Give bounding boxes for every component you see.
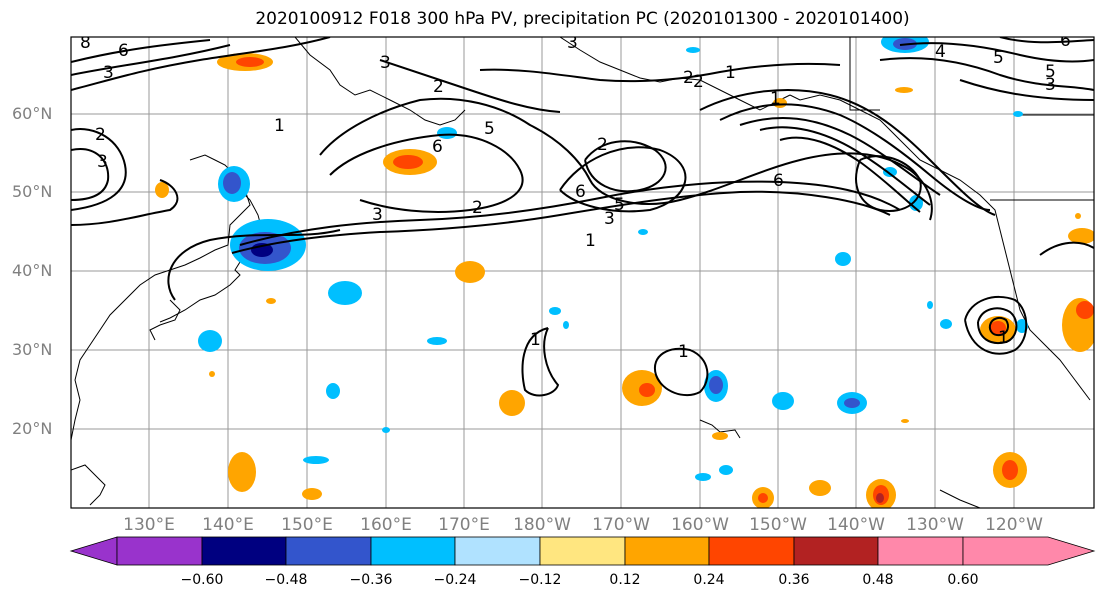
positive-anomalies	[155, 53, 1094, 508]
pv-contours	[71, 37, 1094, 397]
colorbar-segment	[793, 536, 879, 566]
contour-label: 2	[433, 77, 444, 97]
contour-label: 6	[432, 137, 443, 157]
lat-label: 30°N	[12, 340, 53, 359]
contour-label: 5	[1045, 62, 1056, 82]
lon-label: 140°W	[827, 515, 885, 535]
contour-label: 6	[575, 182, 586, 202]
negative-anomalies	[198, 37, 1028, 481]
lon-label: 180°W	[513, 515, 571, 535]
lon-label: 160°W	[671, 515, 729, 535]
contour-label: 3	[604, 209, 615, 229]
contour-label: 1	[770, 89, 781, 109]
contour-label: 3	[567, 33, 578, 53]
colorbar-tick-label: 0.36	[778, 572, 810, 588]
colorbar-tick-label: 0.60	[947, 572, 979, 588]
lat-label: 60°N	[12, 104, 53, 123]
contour-labels: 8 6 3 2 3 2 1 3 2 6 5 3 2 3 1 2 6 5 3 1 …	[80, 31, 1071, 362]
contour-label: 3	[380, 53, 391, 73]
contour-label: 2	[472, 198, 483, 218]
contour-label: 3	[372, 205, 383, 225]
contour-label: 6	[773, 171, 784, 191]
colorbar-segment	[877, 536, 964, 566]
contour-label: 5	[993, 48, 1004, 68]
lat-label: 40°N	[12, 261, 53, 280]
colorbar-tick-label: 0.12	[609, 572, 641, 588]
contour-label: 3	[103, 63, 114, 83]
colorbar-tick-label: −0.36	[349, 572, 393, 588]
colorbar	[69, 536, 1096, 566]
colorbar-tick-label: −0.24	[433, 572, 477, 588]
lon-label: 120°W	[985, 515, 1043, 535]
map-title: 2020100912 F018 300 hPa PV, precipitatio…	[255, 9, 910, 29]
contour-label: 3	[1045, 75, 1056, 95]
lon-label: 170°E	[438, 515, 490, 535]
contour-label: 1	[530, 330, 541, 350]
contour-label: 6	[118, 41, 129, 61]
contour-label: 1	[725, 63, 736, 83]
colorbar-tick-label: 0.48	[862, 572, 894, 588]
contour-label: 8	[80, 33, 91, 53]
contour-label: 2	[683, 68, 694, 88]
colorbar-tick-label: −0.60	[180, 572, 224, 588]
colorbar-segment	[708, 536, 795, 566]
contour-label: 5	[614, 195, 625, 215]
lat-label: 20°N	[12, 419, 53, 438]
lon-label: 140°E	[202, 515, 254, 535]
contour-label: 5	[484, 119, 495, 139]
contour-label: 1	[998, 328, 1009, 348]
lon-label: 150°E	[281, 515, 333, 535]
contour-label: 6	[1060, 31, 1071, 51]
contour-label: 1	[585, 231, 596, 251]
contour-label: 2	[693, 72, 704, 92]
lon-label: 170°W	[592, 515, 650, 535]
lon-label: 130°E	[123, 515, 175, 535]
colorbar-extend-high	[962, 536, 1096, 566]
lon-label: 150°W	[749, 515, 807, 535]
contour-label: 1	[274, 116, 285, 136]
contour-label: 4	[935, 42, 946, 62]
map-background	[71, 37, 1094, 508]
lat-label: 50°N	[12, 182, 53, 201]
colorbar-tick-label: −0.48	[264, 572, 308, 588]
contour-label: 1	[678, 342, 689, 362]
map-border	[70, 36, 1095, 509]
colorbar-segment	[624, 536, 710, 566]
colorbar-tick-label: −0.12	[518, 572, 562, 588]
colorbar-segment	[285, 536, 372, 566]
colorbar-extend-low	[69, 536, 118, 566]
coastlines	[71, 37, 1094, 508]
gridlines	[71, 37, 1094, 508]
colorbar-segment	[116, 536, 203, 566]
lon-label: 130°W	[906, 515, 964, 535]
contour-label: 2	[597, 135, 608, 155]
colorbar-segment	[454, 536, 541, 566]
colorbar-segment	[201, 536, 287, 566]
colorbar-tick-label: 0.24	[693, 572, 725, 588]
lon-label: 160°E	[360, 515, 412, 535]
colorbar-segment	[370, 536, 456, 566]
colorbar-segment	[539, 536, 626, 566]
contour-label: 3	[97, 152, 108, 172]
contour-label: 2	[95, 125, 106, 145]
